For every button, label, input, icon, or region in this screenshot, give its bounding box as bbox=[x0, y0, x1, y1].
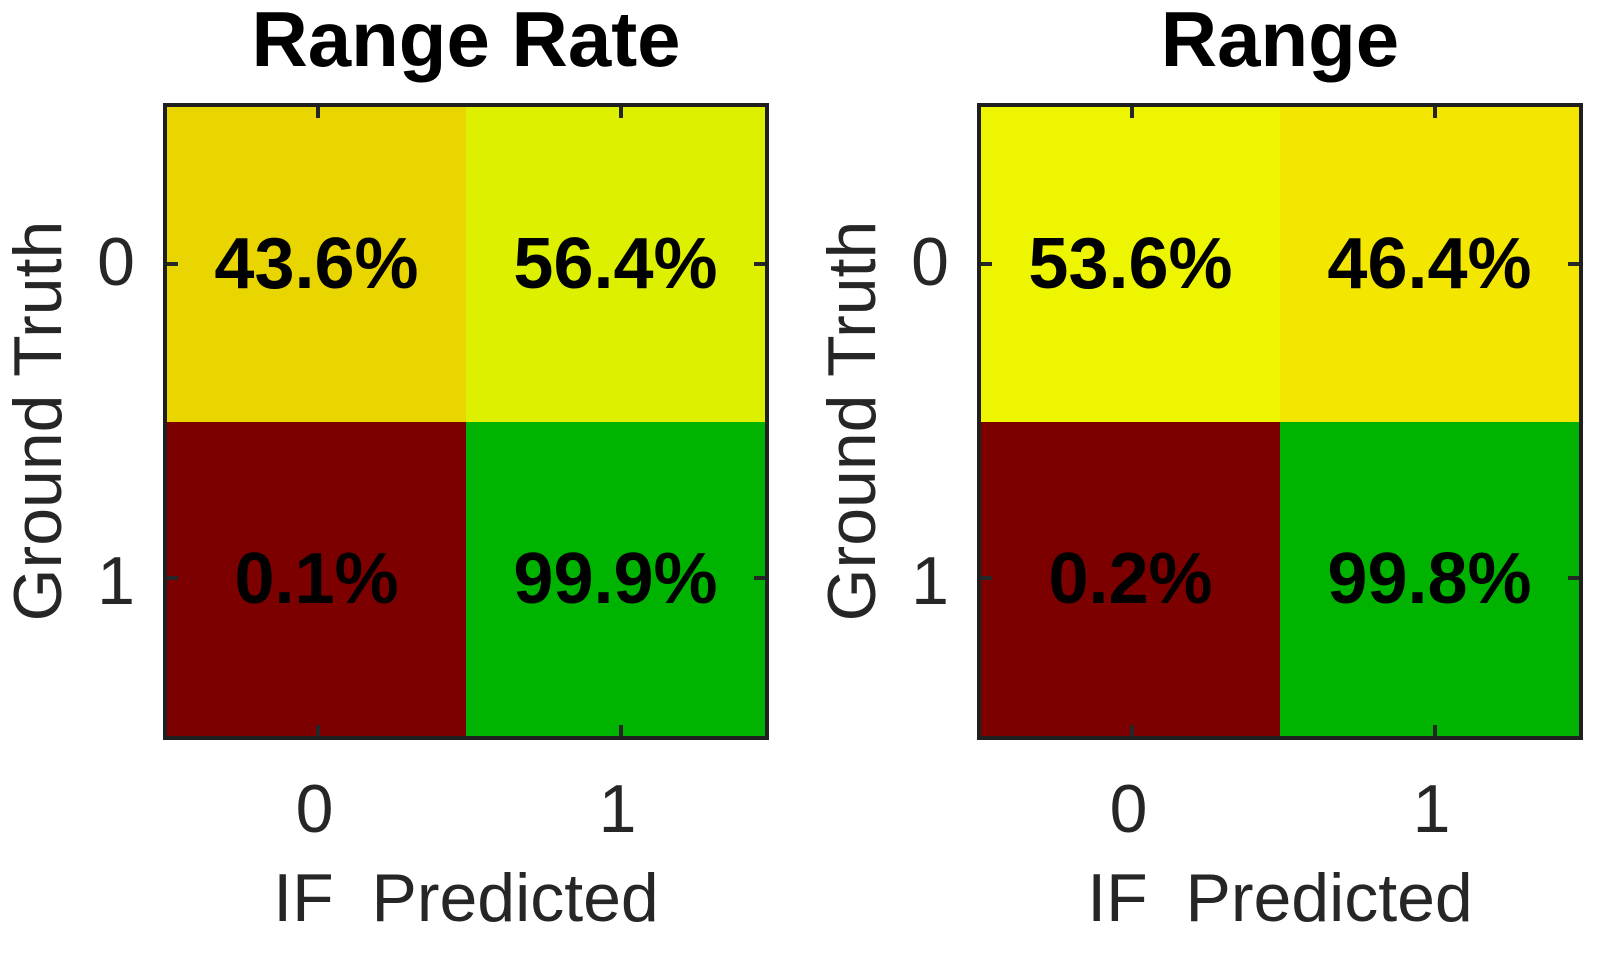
y-tick-label-1: 1 bbox=[911, 543, 949, 619]
tick-mark bbox=[619, 725, 623, 736]
tick-mark bbox=[754, 576, 765, 580]
tick-mark bbox=[1130, 725, 1134, 736]
chart-title: Range Rate bbox=[251, 0, 681, 83]
tick-mark bbox=[316, 725, 320, 736]
cell-value: 46.4% bbox=[1327, 224, 1532, 305]
x-tick-label-1: 1 bbox=[1412, 771, 1451, 847]
tick-mark bbox=[1568, 576, 1579, 580]
cell-value: 99.8% bbox=[1327, 538, 1532, 619]
y-axis-label: Ground Truth bbox=[0, 220, 76, 622]
panel-range: Range Ground Truth 0 1 53.6% 46.4% 0.2% … bbox=[814, 0, 1602, 955]
matrix-cell-r1c0: 0.1% bbox=[167, 421, 466, 736]
tick-mark bbox=[1433, 725, 1437, 736]
matrix-cell-r1c0: 0.2% bbox=[981, 421, 1280, 736]
y-tick-label-0: 0 bbox=[97, 224, 135, 300]
matrix-cell-r0c0: 43.6% bbox=[167, 107, 466, 422]
plot-box: 43.6% 56.4% 0.1% 99.9% bbox=[163, 103, 769, 740]
tick-mark bbox=[167, 576, 178, 580]
x-tick-label-0: 0 bbox=[295, 771, 334, 847]
tick-mark bbox=[1568, 262, 1579, 266]
x-tick-label-0: 0 bbox=[1109, 771, 1148, 847]
cell-value: 99.9% bbox=[513, 538, 718, 619]
tick-mark bbox=[1433, 107, 1437, 118]
tick-mark bbox=[619, 107, 623, 118]
cell-value: 0.2% bbox=[1048, 538, 1213, 619]
tick-mark bbox=[316, 107, 320, 118]
x-axis-label: IF Predicted bbox=[1087, 860, 1473, 936]
plot-box: 53.6% 46.4% 0.2% 99.8% bbox=[977, 103, 1583, 740]
y-tick-label-1: 1 bbox=[97, 543, 135, 619]
cell-value: 56.4% bbox=[513, 224, 718, 305]
tick-mark bbox=[1130, 107, 1134, 118]
tick-mark bbox=[754, 262, 765, 266]
tick-mark bbox=[981, 576, 992, 580]
y-axis-label: Ground Truth bbox=[814, 220, 890, 622]
matrix-cell-r0c1: 46.4% bbox=[1280, 107, 1579, 422]
x-tick-label-1: 1 bbox=[598, 771, 637, 847]
cell-value: 0.1% bbox=[234, 538, 399, 619]
tick-mark bbox=[167, 262, 178, 266]
tick-mark bbox=[981, 262, 992, 266]
heatmap-grid: 53.6% 46.4% 0.2% 99.8% bbox=[981, 107, 1579, 736]
x-axis-label: IF Predicted bbox=[273, 860, 659, 936]
cell-value: 53.6% bbox=[1028, 224, 1233, 305]
panel-range-rate: Range Rate Ground Truth 0 1 43.6% 56.4% … bbox=[0, 0, 788, 955]
matrix-cell-r1c1: 99.9% bbox=[466, 421, 765, 736]
matrix-cell-r0c1: 56.4% bbox=[466, 107, 765, 422]
cell-value: 43.6% bbox=[214, 224, 419, 305]
chart-title: Range bbox=[1160, 0, 1400, 83]
matrix-cell-r0c0: 53.6% bbox=[981, 107, 1280, 422]
matrix-cell-r1c1: 99.8% bbox=[1280, 421, 1579, 736]
y-tick-label-0: 0 bbox=[911, 224, 949, 300]
heatmap-grid: 43.6% 56.4% 0.1% 99.9% bbox=[167, 107, 765, 736]
